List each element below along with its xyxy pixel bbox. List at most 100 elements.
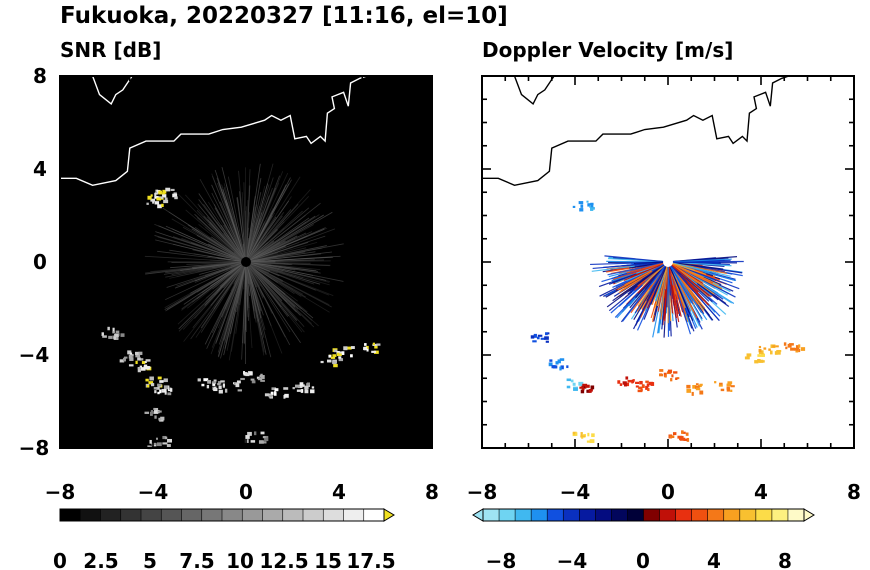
doppler-echo-cell [772, 345, 776, 348]
snr-echo-cell [174, 196, 178, 200]
snr-clutter-ray [245, 251, 333, 263]
snr-echo-cell [258, 440, 264, 444]
doppler-echo-cell [795, 349, 799, 353]
snr-echo-cell [144, 411, 150, 414]
snr-cb-swatch [100, 509, 122, 521]
doppler-echo-cell [635, 381, 640, 385]
doppler-echo-cell [559, 358, 565, 361]
doppler-echo-cell [647, 388, 650, 392]
snr-echo-cell [152, 199, 155, 204]
snr-clutter-ray [215, 261, 247, 288]
snr-echo-cell [143, 364, 148, 368]
snr-echo-cell [236, 380, 241, 384]
doppler-echo-cell [646, 383, 650, 387]
snr-echo-cell [150, 383, 155, 387]
snr-echo-cell [274, 388, 278, 392]
doppler-echo-cell [586, 389, 591, 393]
doppler-echo-cell [785, 346, 788, 350]
doppler-echo-cell [746, 353, 752, 357]
doppler-echo-cell [575, 432, 578, 436]
snr-echo-cell [116, 336, 119, 340]
snr-echo-cell [129, 357, 134, 362]
snr-clutter-ray [245, 245, 327, 263]
snr-echo-cell [101, 332, 104, 337]
snr-echo-cell [155, 437, 158, 440]
snr-echo-cell [328, 354, 332, 358]
snr-echo-cell [162, 192, 165, 195]
snr-echo-cell [244, 439, 249, 443]
doppler-echo-cell [578, 201, 584, 205]
doppler-echo-cell [638, 386, 643, 390]
doppler-echo-cell [619, 383, 623, 386]
snr-xtick-8: 8 [425, 480, 439, 504]
doppler-echo-cell [676, 377, 680, 380]
snr-echo-cell [264, 393, 270, 397]
snr-xtick-m8: −8 [45, 480, 76, 504]
snr-cb-swatch [201, 509, 223, 521]
doppler-echo-cell [587, 203, 591, 207]
doppler-echo-cell [686, 384, 691, 389]
snr-clutter-ray [245, 212, 250, 263]
snr-clutter-ray [207, 255, 247, 263]
doppler-cb-swatch [659, 509, 676, 521]
snr-clutter-ray [245, 261, 315, 328]
snr-ytick-4: 4 [33, 157, 47, 181]
snr-echo-cell [365, 345, 369, 350]
snr-echo-cell [165, 187, 171, 192]
snr-clutter-ray [236, 261, 247, 304]
snr-echo-cell [237, 389, 242, 392]
snr-clutter-ray [245, 229, 279, 263]
snr-echo-cell [197, 378, 201, 382]
snr-ytick-8: 8 [33, 64, 47, 88]
snr-echo-cell [154, 390, 157, 394]
snr-echo-cell [112, 331, 115, 334]
doppler-panel-title: Doppler Velocity [m/s] [482, 38, 733, 62]
doppler-cb-swatch [627, 509, 644, 521]
doppler-echo-cell [544, 336, 549, 340]
snr-echo-cell [145, 359, 151, 362]
snr-cb-over-arrow [383, 508, 395, 522]
snr-echo-cell [271, 387, 277, 391]
snr-clutter-ray [198, 224, 247, 263]
doppler-cb-swatch [707, 509, 725, 521]
snr-clutter-ray [209, 221, 247, 263]
doppler-echo-cell [774, 351, 778, 355]
snr-clutter-ray [227, 176, 247, 263]
doppler-cb-swatch [787, 509, 805, 521]
snr-echo-cell [245, 372, 250, 377]
snr-echo-cell [164, 197, 168, 201]
snr-echo-cell [268, 394, 273, 398]
snr-echo-cell [201, 383, 205, 387]
doppler-clutter-ray [667, 261, 671, 331]
doppler-clutter-ray [650, 261, 669, 305]
doppler-echo-cell [798, 344, 801, 348]
doppler-cb-tick-8: 8 [778, 549, 792, 570]
snr-clutter-ray [245, 259, 315, 263]
snr-cb-tick-0: 0 [53, 549, 67, 570]
doppler-cb-swatch [515, 509, 532, 521]
doppler-echo-cell [536, 336, 540, 340]
snr-echo-cell [163, 378, 168, 383]
snr-echo-cell [153, 387, 158, 390]
doppler-echo-cell [720, 388, 725, 392]
doppler-cb-swatch [611, 509, 628, 521]
doppler-echo-cell [794, 347, 799, 351]
doppler-echo-cell [579, 383, 584, 386]
snr-echo-cell [372, 342, 375, 346]
snr-echo-cell [341, 351, 345, 356]
snr-clutter-ray [245, 176, 301, 263]
snr-cb-swatch [80, 509, 101, 521]
doppler-echo-cell [572, 382, 576, 386]
snr-echo-cell [164, 391, 167, 395]
doppler-cb-swatch [643, 509, 660, 521]
doppler-cb-tick-m4: −4 [557, 549, 588, 570]
snr-clutter-ray [200, 237, 247, 263]
snr-clutter-ray [154, 223, 247, 263]
doppler-echo-cell [692, 385, 697, 389]
snr-echo-cell [296, 389, 302, 392]
doppler-coastline [482, 75, 790, 187]
snr-echo-cell [139, 365, 142, 368]
snr-echo-cell [253, 431, 257, 436]
snr-cb-swatch [161, 509, 182, 521]
